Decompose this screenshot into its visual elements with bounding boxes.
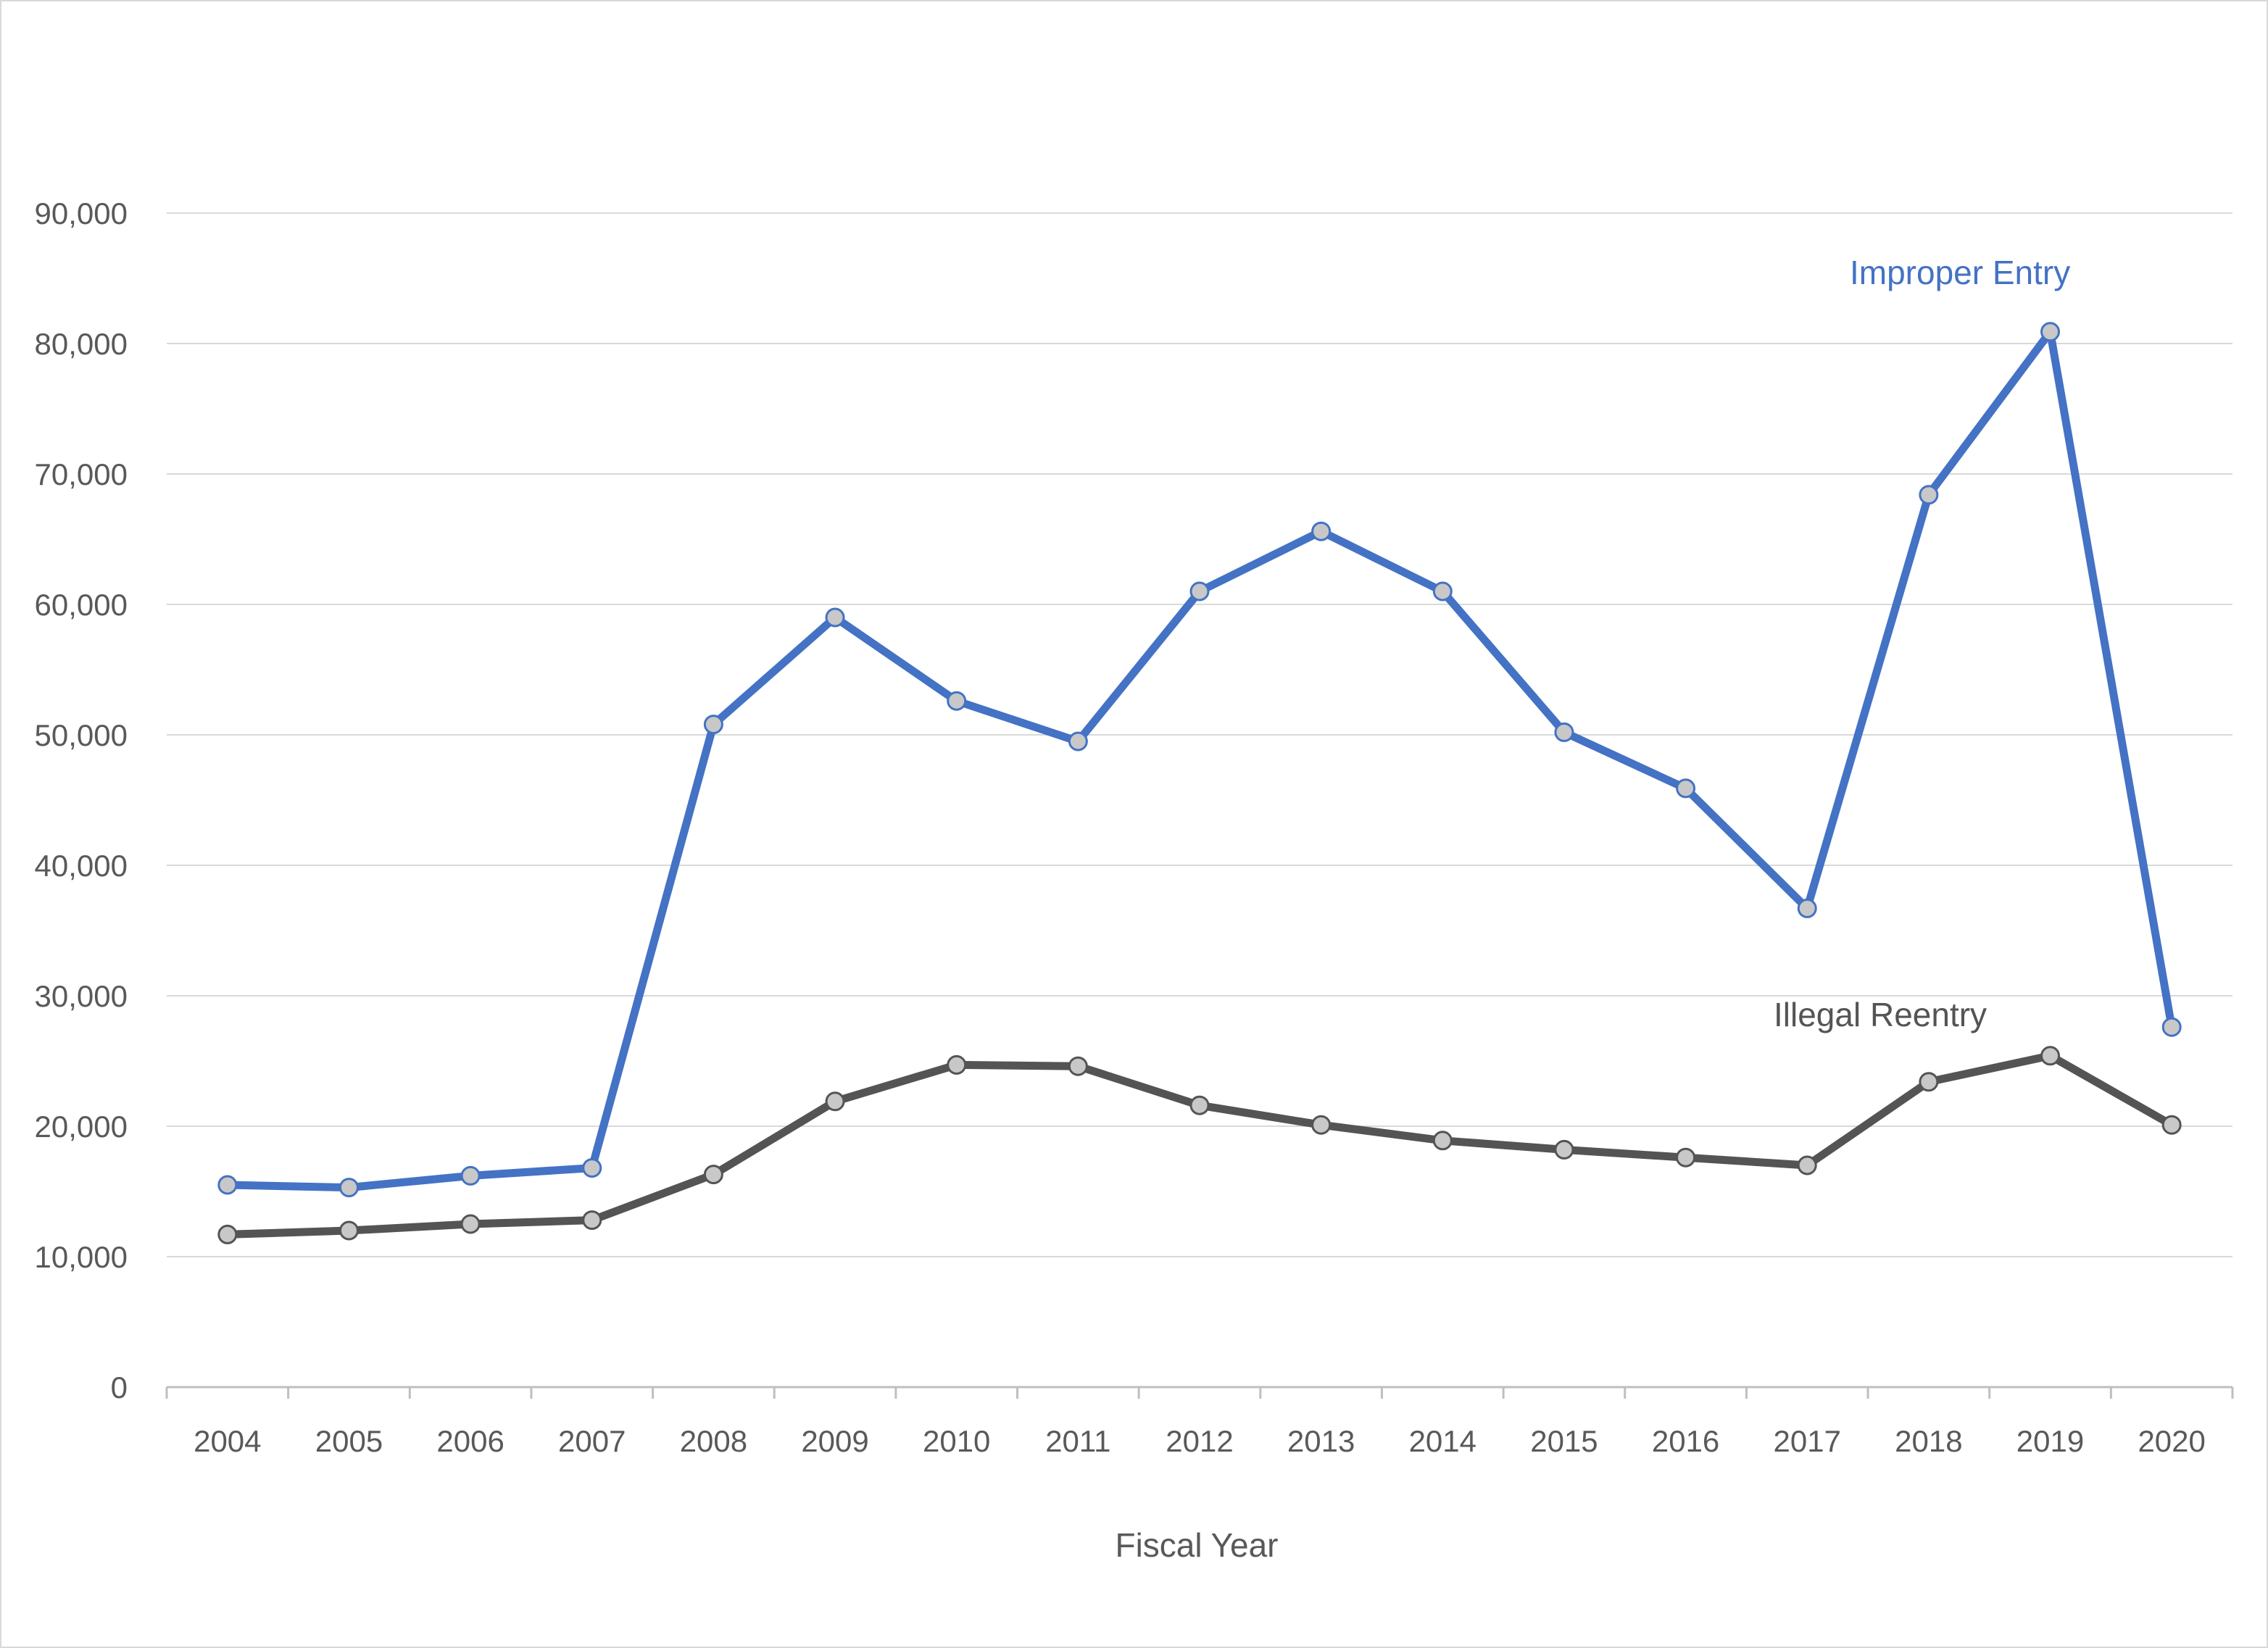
x-tick-label: 2012 (1166, 1424, 1233, 1458)
x-tick-label: 2006 (436, 1424, 504, 1458)
data-point (338, 1220, 359, 1241)
data-point (1068, 1056, 1088, 1076)
x-tick-label: 2004 (194, 1424, 261, 1458)
series-label: Improper Entry (1850, 254, 2070, 291)
data-point (217, 1175, 238, 1195)
series-line (223, 328, 2176, 1192)
data-point (1068, 731, 1088, 752)
series-labels: Improper Entry Illegal Reentry (1774, 254, 2070, 1033)
x-tick-label: 2013 (1287, 1424, 1355, 1458)
x-tick-label: 2017 (1774, 1424, 1841, 1458)
y-tick-label: 30,000 (35, 979, 128, 1013)
x-tick-label: 2011 (1045, 1424, 1110, 1458)
y-tick-label: 60,000 (35, 588, 128, 622)
x-tick-label: 2007 (558, 1424, 626, 1458)
data-point (1311, 1115, 1332, 1135)
data-point (1189, 1095, 1210, 1115)
y-tick-label: 50,000 (35, 718, 128, 752)
x-tick-label: 2010 (923, 1424, 990, 1458)
data-point (1919, 1072, 1939, 1092)
data-point (460, 1214, 481, 1234)
data-point (1797, 898, 1817, 918)
gridlines (167, 212, 2232, 1257)
data-point (217, 1224, 238, 1244)
data-point (2040, 1046, 2061, 1066)
data-point (582, 1210, 602, 1231)
data-point (2161, 1115, 2182, 1135)
series-line (223, 1052, 2176, 1239)
data-point (1189, 581, 1210, 602)
series-label: Illegal Reentry (1774, 996, 1987, 1033)
data-point (1554, 722, 1574, 742)
x-tick-label: 2009 (801, 1424, 868, 1458)
y-tick-label: 40,000 (35, 849, 128, 883)
y-tick-label: 20,000 (35, 1110, 128, 1144)
series-markers (217, 322, 2182, 1244)
x-tick-label: 2020 (2138, 1424, 2205, 1458)
y-tick-label: 90,000 (35, 196, 128, 230)
data-point (460, 1165, 481, 1186)
y-tick-labels: 0 10,000 20,000 30,000 40,000 50,000 60,000 70,… (35, 196, 128, 1404)
x-tick-label: 2016 (1652, 1424, 1719, 1458)
data-point (1919, 485, 1939, 505)
y-tick-label: 70,000 (35, 457, 128, 491)
y-tick-label: 0 (111, 1370, 128, 1404)
x-axis (165, 1386, 2234, 1399)
x-tick-label: 2019 (2016, 1424, 2084, 1458)
x-axis-title: Fiscal Year (1115, 1526, 1278, 1564)
data-point (1311, 521, 1332, 541)
data-point (947, 1054, 967, 1075)
data-point (338, 1178, 359, 1198)
data-point (2161, 1017, 2182, 1037)
x-tick-label: 2008 (680, 1424, 747, 1458)
data-point (825, 607, 845, 628)
data-point (1432, 581, 1453, 602)
x-tick-labels: 2004 2005 2006 2007 2008 2009 2010 2011 2012 2013… (194, 1424, 2206, 1458)
y-tick-label: 80,000 (35, 327, 128, 361)
x-tick-label: 2005 (315, 1424, 383, 1458)
x-tick-label: 2018 (1895, 1424, 1962, 1458)
x-tick-label: 2014 (1409, 1424, 1476, 1458)
data-point (1432, 1131, 1453, 1151)
data-point (703, 715, 723, 735)
data-point (1676, 1147, 1696, 1168)
data-point (582, 1158, 602, 1178)
data-point (1676, 778, 1696, 799)
data-point (2040, 322, 2061, 342)
data-point (825, 1091, 845, 1112)
data-point (1554, 1139, 1574, 1160)
data-point (1797, 1155, 1817, 1175)
x-tick-label: 2015 (1530, 1424, 1598, 1458)
y-tick-label: 10,000 (35, 1240, 128, 1274)
data-point (947, 691, 967, 711)
data-point (703, 1165, 723, 1185)
